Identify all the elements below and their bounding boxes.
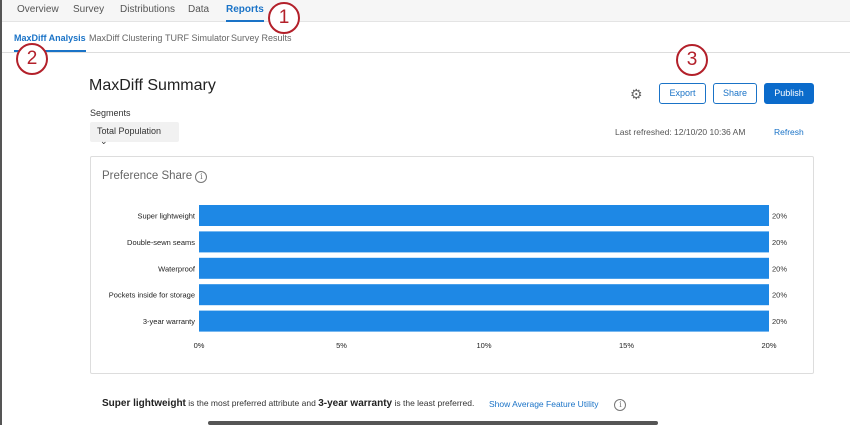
export-button[interactable]: Export bbox=[659, 83, 706, 104]
avg-link-label: Show Average Feature Utility bbox=[489, 399, 599, 409]
tab-distributions[interactable]: Distributions bbox=[120, 4, 176, 15]
summary-mid: is the most preferred attribute and bbox=[185, 398, 319, 408]
preference-share-card bbox=[90, 156, 814, 374]
callout-1: 1 bbox=[268, 2, 300, 34]
callout-2: 2 bbox=[16, 43, 48, 75]
segments-value: Total Population bbox=[97, 126, 162, 136]
scrollbar[interactable] bbox=[208, 421, 658, 425]
segments-label: Segments bbox=[90, 108, 131, 118]
summary-end: is the least preferred. bbox=[392, 398, 475, 408]
top-nav: Overview Survey Distributions Data Repor… bbox=[2, 0, 850, 22]
share-button[interactable]: Share bbox=[713, 83, 757, 104]
segments-dropdown[interactable]: Total Population ⌄ bbox=[90, 122, 179, 146]
tab-survey[interactable]: Survey bbox=[73, 4, 105, 15]
tab-maxdiff-analysis[interactable]: MaxDiff Analysis bbox=[14, 33, 86, 52]
summary-text: Super lightweight is the most preferred … bbox=[102, 398, 474, 409]
chevron-down-icon: ⌄ bbox=[100, 136, 108, 146]
least-preferred: 3-year warranty bbox=[318, 398, 393, 409]
callout-3: 3 bbox=[676, 44, 708, 76]
chart-title: Preference Share bbox=[102, 170, 193, 182]
tab-turf-simulator[interactable]: TURF Simulator bbox=[165, 33, 230, 43]
publish-button[interactable]: Publish bbox=[764, 83, 814, 104]
most-preferred: Super lightweight bbox=[102, 398, 186, 409]
sub-nav: MaxDiff Analysis MaxDiff Clustering TURF… bbox=[2, 22, 850, 53]
tab-survey-results[interactable]: Survey Results bbox=[231, 33, 292, 43]
info-icon[interactable]: i bbox=[614, 399, 627, 411]
last-refreshed: Last refreshed: 12/10/20 10:36 AM bbox=[615, 127, 746, 137]
tab-maxdiff-clustering[interactable]: MaxDiff Clustering bbox=[89, 33, 163, 43]
tab-overview[interactable]: Overview bbox=[17, 4, 59, 15]
show-average-feature-utility-link[interactable]: Show Average Feature Utility i bbox=[489, 399, 627, 411]
refresh-link[interactable]: Refresh bbox=[774, 127, 804, 137]
chart-title-row: Preference Share i bbox=[102, 170, 208, 183]
gear-icon[interactable]: ⚙ bbox=[630, 86, 643, 102]
page-title: MaxDiff Summary bbox=[89, 77, 216, 94]
info-icon[interactable]: i bbox=[195, 171, 208, 183]
tab-data[interactable]: Data bbox=[188, 4, 210, 15]
tab-reports[interactable]: Reports bbox=[226, 4, 264, 22]
